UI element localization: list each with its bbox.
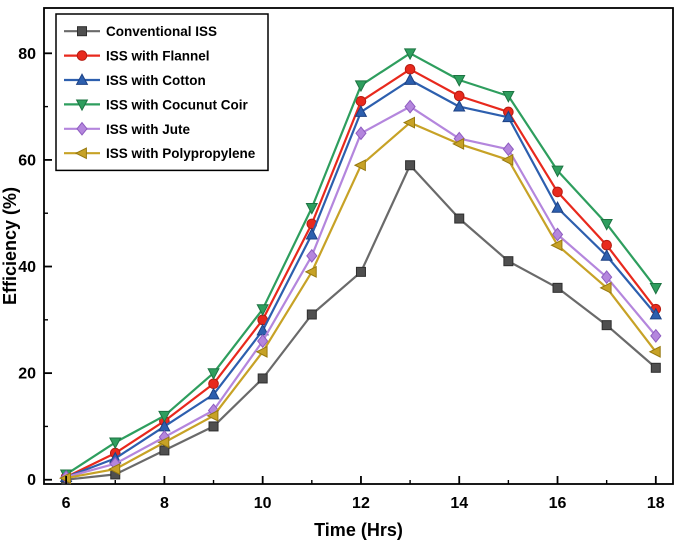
marker-triangle-down [600, 218, 613, 231]
marker-square [503, 256, 514, 267]
x-tick-label: 6 [62, 495, 71, 512]
marker-triangle-left [353, 159, 366, 172]
marker-diamond [404, 99, 416, 114]
legend-item-iss-with-cocunut-coir: ISS with Cocunut Coir [64, 97, 248, 112]
marker-triangle-left [74, 147, 87, 160]
marker-square [257, 373, 268, 384]
y-tick-label: 0 [27, 472, 36, 489]
marker-square [306, 309, 317, 320]
x-tick-label: 12 [352, 495, 370, 512]
marker-diamond [650, 328, 662, 343]
marker-triangle-down [109, 437, 122, 450]
marker-triangle-down [453, 75, 466, 87]
marker-square [552, 282, 563, 293]
marker-square [208, 421, 219, 432]
y-tick-label: 40 [18, 259, 36, 276]
series-iss-with-polypropylene [58, 116, 661, 485]
marker-triangle-down [354, 80, 368, 93]
marker-triangle-down [207, 368, 220, 380]
legend-label: ISS with Polypropylene [106, 146, 256, 161]
marker-diamond [306, 248, 318, 263]
x-tick-label: 18 [647, 495, 665, 512]
marker-triangle-left [550, 239, 563, 252]
marker-triangle-down [551, 165, 564, 178]
marker-triangle-left [501, 153, 514, 166]
series-iss-with-cocunut-coir [59, 48, 663, 482]
legend-item-iss-with-cotton: ISS with Cotton [64, 73, 206, 88]
legend-item-iss-with-flannel: ISS with Flannel [64, 49, 210, 64]
marker-triangle-up [649, 307, 663, 320]
marker-triangle-down [403, 48, 417, 61]
y-tick-label: 20 [18, 366, 36, 383]
marker-square [650, 362, 661, 373]
x-tick-label: 10 [254, 495, 272, 512]
marker-square [601, 320, 612, 331]
marker-circle [453, 90, 465, 102]
marker-triangle-left [304, 265, 317, 278]
x-tick-label: 14 [450, 495, 468, 512]
marker-triangle-down [305, 202, 319, 215]
legend: Conventional ISS ISS with Flannel ISS with… [55, 13, 269, 172]
legend-item-iss-with-polypropylene: ISS with Polypropylene [64, 146, 256, 161]
legend-label: ISS with Cotton [106, 73, 206, 88]
marker-triangle-down [649, 282, 663, 295]
marker-triangle-down [256, 304, 269, 317]
marker-triangle-down [502, 91, 515, 103]
y-axis-label: Efficiency (%) [0, 187, 20, 305]
marker-circle [552, 186, 563, 198]
y-tick-label: 60 [18, 152, 36, 169]
marker-triangle-up [600, 248, 613, 261]
marker-triangle-left [206, 409, 219, 422]
marker-triangle-up [551, 201, 564, 213]
marker-triangle-left [599, 281, 612, 294]
x-tick-label: 8 [160, 495, 169, 512]
marker-square [77, 26, 87, 37]
marker-triangle-up [75, 73, 89, 85]
legend-label: ISS with Jute [106, 122, 191, 137]
marker-diamond [355, 126, 367, 141]
marker-diamond [257, 334, 269, 349]
marker-diamond [76, 121, 88, 136]
marker-square [355, 266, 366, 277]
marker-circle [601, 239, 612, 251]
marker-triangle-left [157, 436, 170, 449]
legend-item-conventional-iss: Conventional ISS [64, 24, 217, 39]
marker-triangle-left [108, 463, 121, 476]
marker-triangle-up [502, 110, 515, 123]
marker-triangle-down [75, 99, 89, 112]
marker-triangle-up [403, 73, 417, 85]
legend-label: ISS with Flannel [106, 49, 210, 64]
marker-diamond [551, 227, 564, 242]
marker-triangle-left [255, 345, 268, 358]
y-tick-label: 80 [18, 46, 36, 63]
legend-item-iss-with-jute: ISS with Jute [64, 122, 191, 137]
marker-triangle-left [648, 345, 661, 358]
marker-circle [208, 378, 219, 390]
marker-triangle-up [354, 105, 368, 117]
marker-triangle-left [452, 137, 465, 150]
marker-triangle-down [158, 410, 171, 423]
marker-triangle-up [305, 227, 319, 240]
marker-triangle-up [453, 99, 466, 112]
marker-triangle-left [402, 116, 415, 129]
marker-diamond [601, 270, 613, 285]
marker-circle [355, 95, 367, 107]
legend-label: Conventional ISS [106, 24, 217, 39]
marker-square [454, 213, 465, 224]
x-tick-label: 16 [549, 495, 567, 512]
legend-box [55, 13, 269, 172]
x-axis-label: Time (Hrs) [314, 520, 403, 540]
axis-ticks: 6 8 10 12 14 16 18 0 20 40 60 80 [18, 46, 665, 512]
marker-diamond [502, 142, 515, 157]
marker-circle [404, 63, 416, 75]
legend-label: ISS with Cocunut Coir [106, 97, 248, 112]
marker-circle [76, 50, 88, 61]
marker-triangle-up [207, 387, 220, 400]
marker-square [405, 160, 416, 171]
